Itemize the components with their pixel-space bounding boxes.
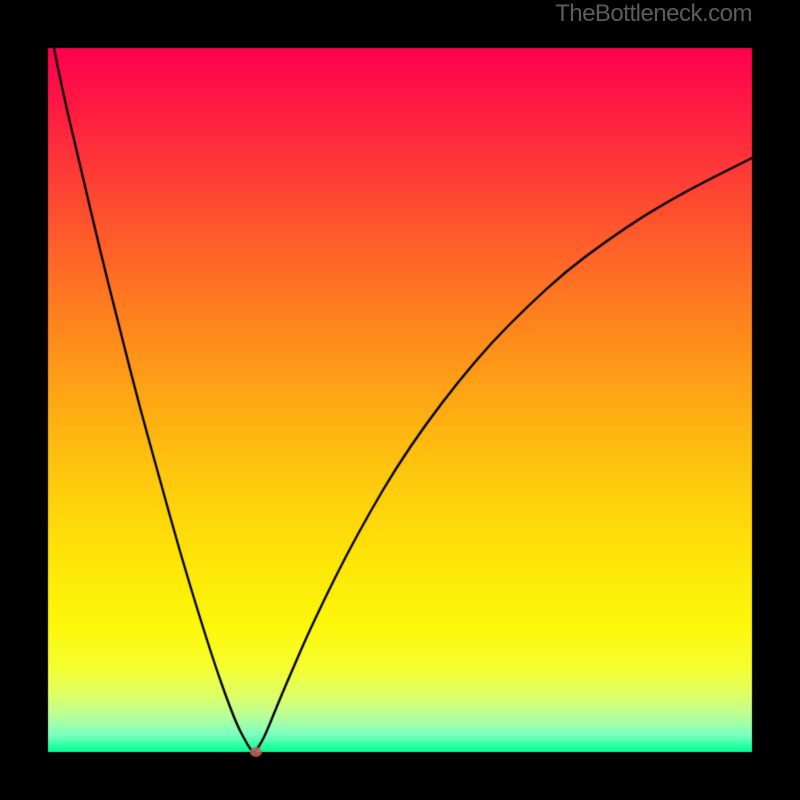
watermark-text: TheBottleneck.com xyxy=(555,0,752,28)
bottleneck-chart-canvas xyxy=(0,0,800,800)
chart-stage: TheBottleneck.com xyxy=(0,0,800,800)
